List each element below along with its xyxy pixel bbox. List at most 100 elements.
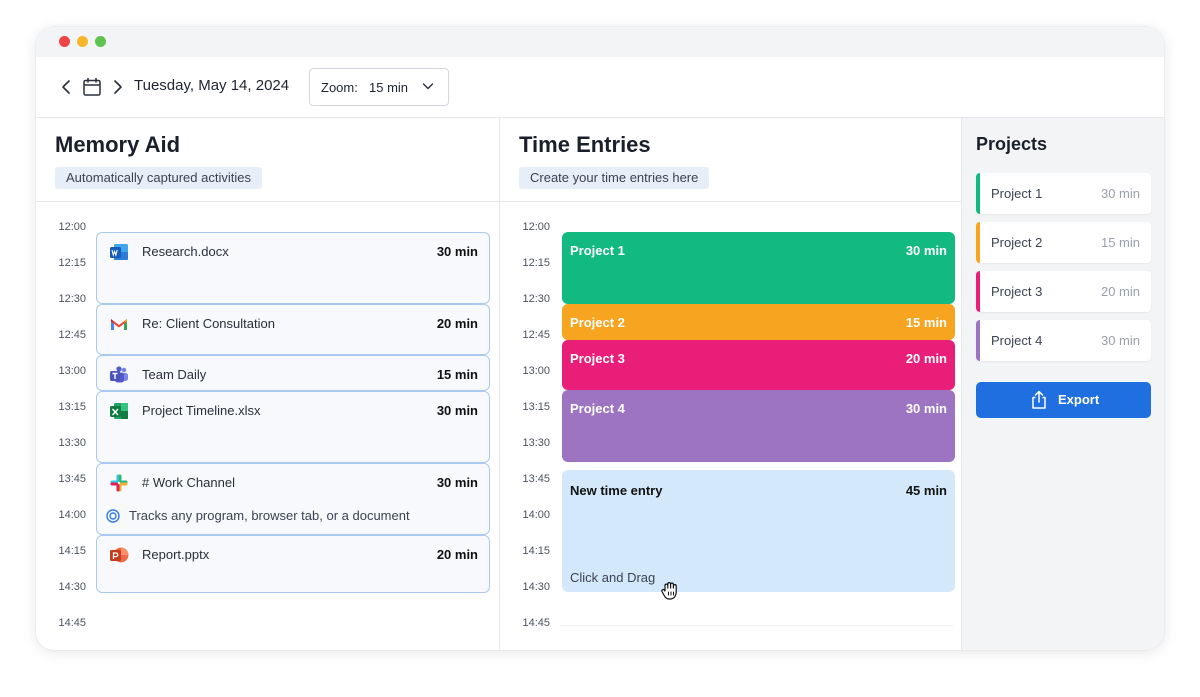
time-entries-title: Time Entries bbox=[519, 132, 651, 157]
time-entry-project-1[interactable]: Project 1 30 min bbox=[562, 232, 955, 304]
zoom-label: Zoom: bbox=[321, 80, 358, 95]
memory-timeline: 12:00 12:15 12:30 12:45 13:00 13:15 13:3… bbox=[36, 214, 499, 644]
divider bbox=[500, 201, 961, 202]
entry-label: Project 1 bbox=[570, 243, 625, 258]
chevron-right-icon bbox=[114, 80, 122, 94]
project-card-2[interactable]: Project 2 15 min bbox=[976, 222, 1151, 263]
memory-aid-subtitle: Automatically captured activities bbox=[55, 167, 262, 189]
app-window: Tuesday, May 14, 2024 Zoom: 15 min Memor… bbox=[36, 27, 1164, 650]
projects-title: Projects bbox=[976, 134, 1048, 154]
zoom-value: 15 min bbox=[369, 80, 409, 95]
activity-duration: 30 min bbox=[436, 403, 478, 418]
chevron-down-icon bbox=[422, 83, 434, 90]
word-icon bbox=[110, 244, 128, 260]
project-duration: 15 min bbox=[1100, 235, 1140, 250]
time-tick: 13:45 bbox=[522, 473, 550, 485]
time-tick: 14:15 bbox=[522, 545, 550, 557]
gridline bbox=[560, 625, 953, 626]
activity-block[interactable]: Research.docx 30 min bbox=[96, 232, 490, 304]
entry-label: Project 4 bbox=[570, 401, 625, 416]
time-tick: 14:30 bbox=[522, 581, 550, 593]
time-tick: 14:00 bbox=[58, 509, 86, 521]
toolbar: Tuesday, May 14, 2024 Zoom: 15 min bbox=[36, 57, 1164, 118]
activity-duration: 20 min bbox=[436, 547, 478, 562]
tracks-note-text: Tracks any program, browser tab, or a do… bbox=[129, 508, 410, 523]
close-window-button[interactable] bbox=[59, 36, 70, 47]
project-card-4[interactable]: Project 4 30 min bbox=[976, 320, 1151, 361]
time-tick: 12:15 bbox=[522, 257, 550, 269]
projects-panel: Projects Project 1 30 min Project 2 15 m… bbox=[962, 118, 1164, 650]
project-name: Project 3 bbox=[991, 284, 1043, 299]
minimize-window-button[interactable] bbox=[77, 36, 88, 47]
gmail-icon bbox=[111, 319, 127, 330]
entry-duration: 15 min bbox=[905, 315, 947, 330]
zoom-select[interactable]: Zoom: 15 min bbox=[309, 68, 449, 106]
activity-label: Project Timeline.xlsx bbox=[142, 403, 261, 418]
activity-block[interactable]: Re: Client Consultation 20 min bbox=[96, 304, 490, 355]
time-tick: 13:15 bbox=[522, 401, 550, 413]
time-tick: 13:45 bbox=[58, 473, 86, 485]
time-tick: 13:30 bbox=[58, 437, 86, 449]
entry-duration: 20 min bbox=[905, 351, 947, 366]
calendar-button[interactable] bbox=[81, 75, 103, 99]
slack-icon bbox=[110, 474, 128, 492]
activity-duration: 30 min bbox=[436, 244, 478, 259]
activity-label: Re: Client Consultation bbox=[142, 316, 275, 331]
divider bbox=[36, 201, 499, 202]
activity-block[interactable]: Team Daily 15 min bbox=[96, 355, 490, 391]
project-name: Project 1 bbox=[991, 186, 1043, 201]
share-export-icon bbox=[1032, 390, 1046, 409]
powerpoint-icon bbox=[110, 547, 129, 563]
export-button[interactable]: Export bbox=[976, 382, 1151, 418]
activity-duration: 20 min bbox=[436, 316, 478, 331]
activity-label: Team Daily bbox=[142, 367, 207, 382]
project-color-bar bbox=[976, 320, 980, 361]
entry-label: Project 2 bbox=[570, 315, 625, 330]
excel-icon bbox=[110, 403, 128, 419]
prev-day-button[interactable] bbox=[58, 75, 74, 99]
maximize-window-button[interactable] bbox=[95, 36, 106, 47]
title-bar bbox=[36, 27, 1164, 57]
target-icon bbox=[106, 508, 120, 523]
calendar-icon bbox=[83, 77, 101, 96]
chevron-left-icon bbox=[62, 80, 70, 94]
new-entry-duration: 45 min bbox=[905, 483, 947, 498]
project-color-bar bbox=[976, 271, 980, 312]
time-entry-project-3[interactable]: Project 3 20 min bbox=[562, 340, 955, 390]
time-tick: 14:45 bbox=[522, 617, 550, 629]
activity-block[interactable]: Report.pptx 20 min bbox=[96, 535, 490, 593]
time-tick: 14:30 bbox=[58, 581, 86, 593]
time-entries-subtitle: Create your time entries here bbox=[519, 167, 710, 189]
time-entry-project-2[interactable]: Project 2 15 min bbox=[562, 304, 955, 340]
time-tick: 13:15 bbox=[58, 401, 86, 413]
project-duration: 30 min bbox=[1100, 186, 1140, 201]
next-day-button[interactable] bbox=[110, 75, 126, 99]
time-tick: 14:15 bbox=[58, 545, 86, 557]
tracks-note: Tracks any program, browser tab, or a do… bbox=[106, 508, 410, 523]
time-tick: 12:45 bbox=[522, 329, 550, 341]
time-tick: 12:45 bbox=[58, 329, 86, 341]
export-label: Export bbox=[1058, 392, 1100, 407]
activity-block[interactable]: # Work Channel 30 min bbox=[96, 463, 490, 535]
time-entry-project-4[interactable]: Project 4 30 min bbox=[562, 390, 955, 462]
time-tick: 13:30 bbox=[522, 437, 550, 449]
activity-label: # Work Channel bbox=[142, 475, 235, 490]
time-tick: 12:15 bbox=[58, 257, 86, 269]
teams-icon bbox=[110, 366, 128, 383]
time-tick: 14:45 bbox=[58, 617, 86, 629]
time-tick: 12:30 bbox=[522, 293, 550, 305]
activity-duration: 15 min bbox=[436, 367, 478, 382]
memory-aid-panel: Memory Aid Automatically captured activi… bbox=[36, 118, 500, 650]
project-color-bar bbox=[976, 222, 980, 263]
project-duration: 30 min bbox=[1100, 333, 1140, 348]
time-entries-panel: Time Entries Create your time entries he… bbox=[500, 118, 962, 650]
new-time-entry[interactable]: New time entry 45 min Click and Drag bbox=[562, 470, 955, 600]
activity-block[interactable]: Project Timeline.xlsx 30 min bbox=[96, 391, 490, 463]
project-card-1[interactable]: Project 1 30 min bbox=[976, 173, 1151, 214]
project-name: Project 2 bbox=[991, 235, 1043, 250]
project-name: Project 4 bbox=[991, 333, 1043, 348]
memory-aid-title: Memory Aid bbox=[55, 132, 181, 157]
project-card-3[interactable]: Project 3 20 min bbox=[976, 271, 1151, 312]
project-color-bar bbox=[976, 173, 980, 214]
drag-hint: Click and Drag bbox=[570, 570, 656, 585]
